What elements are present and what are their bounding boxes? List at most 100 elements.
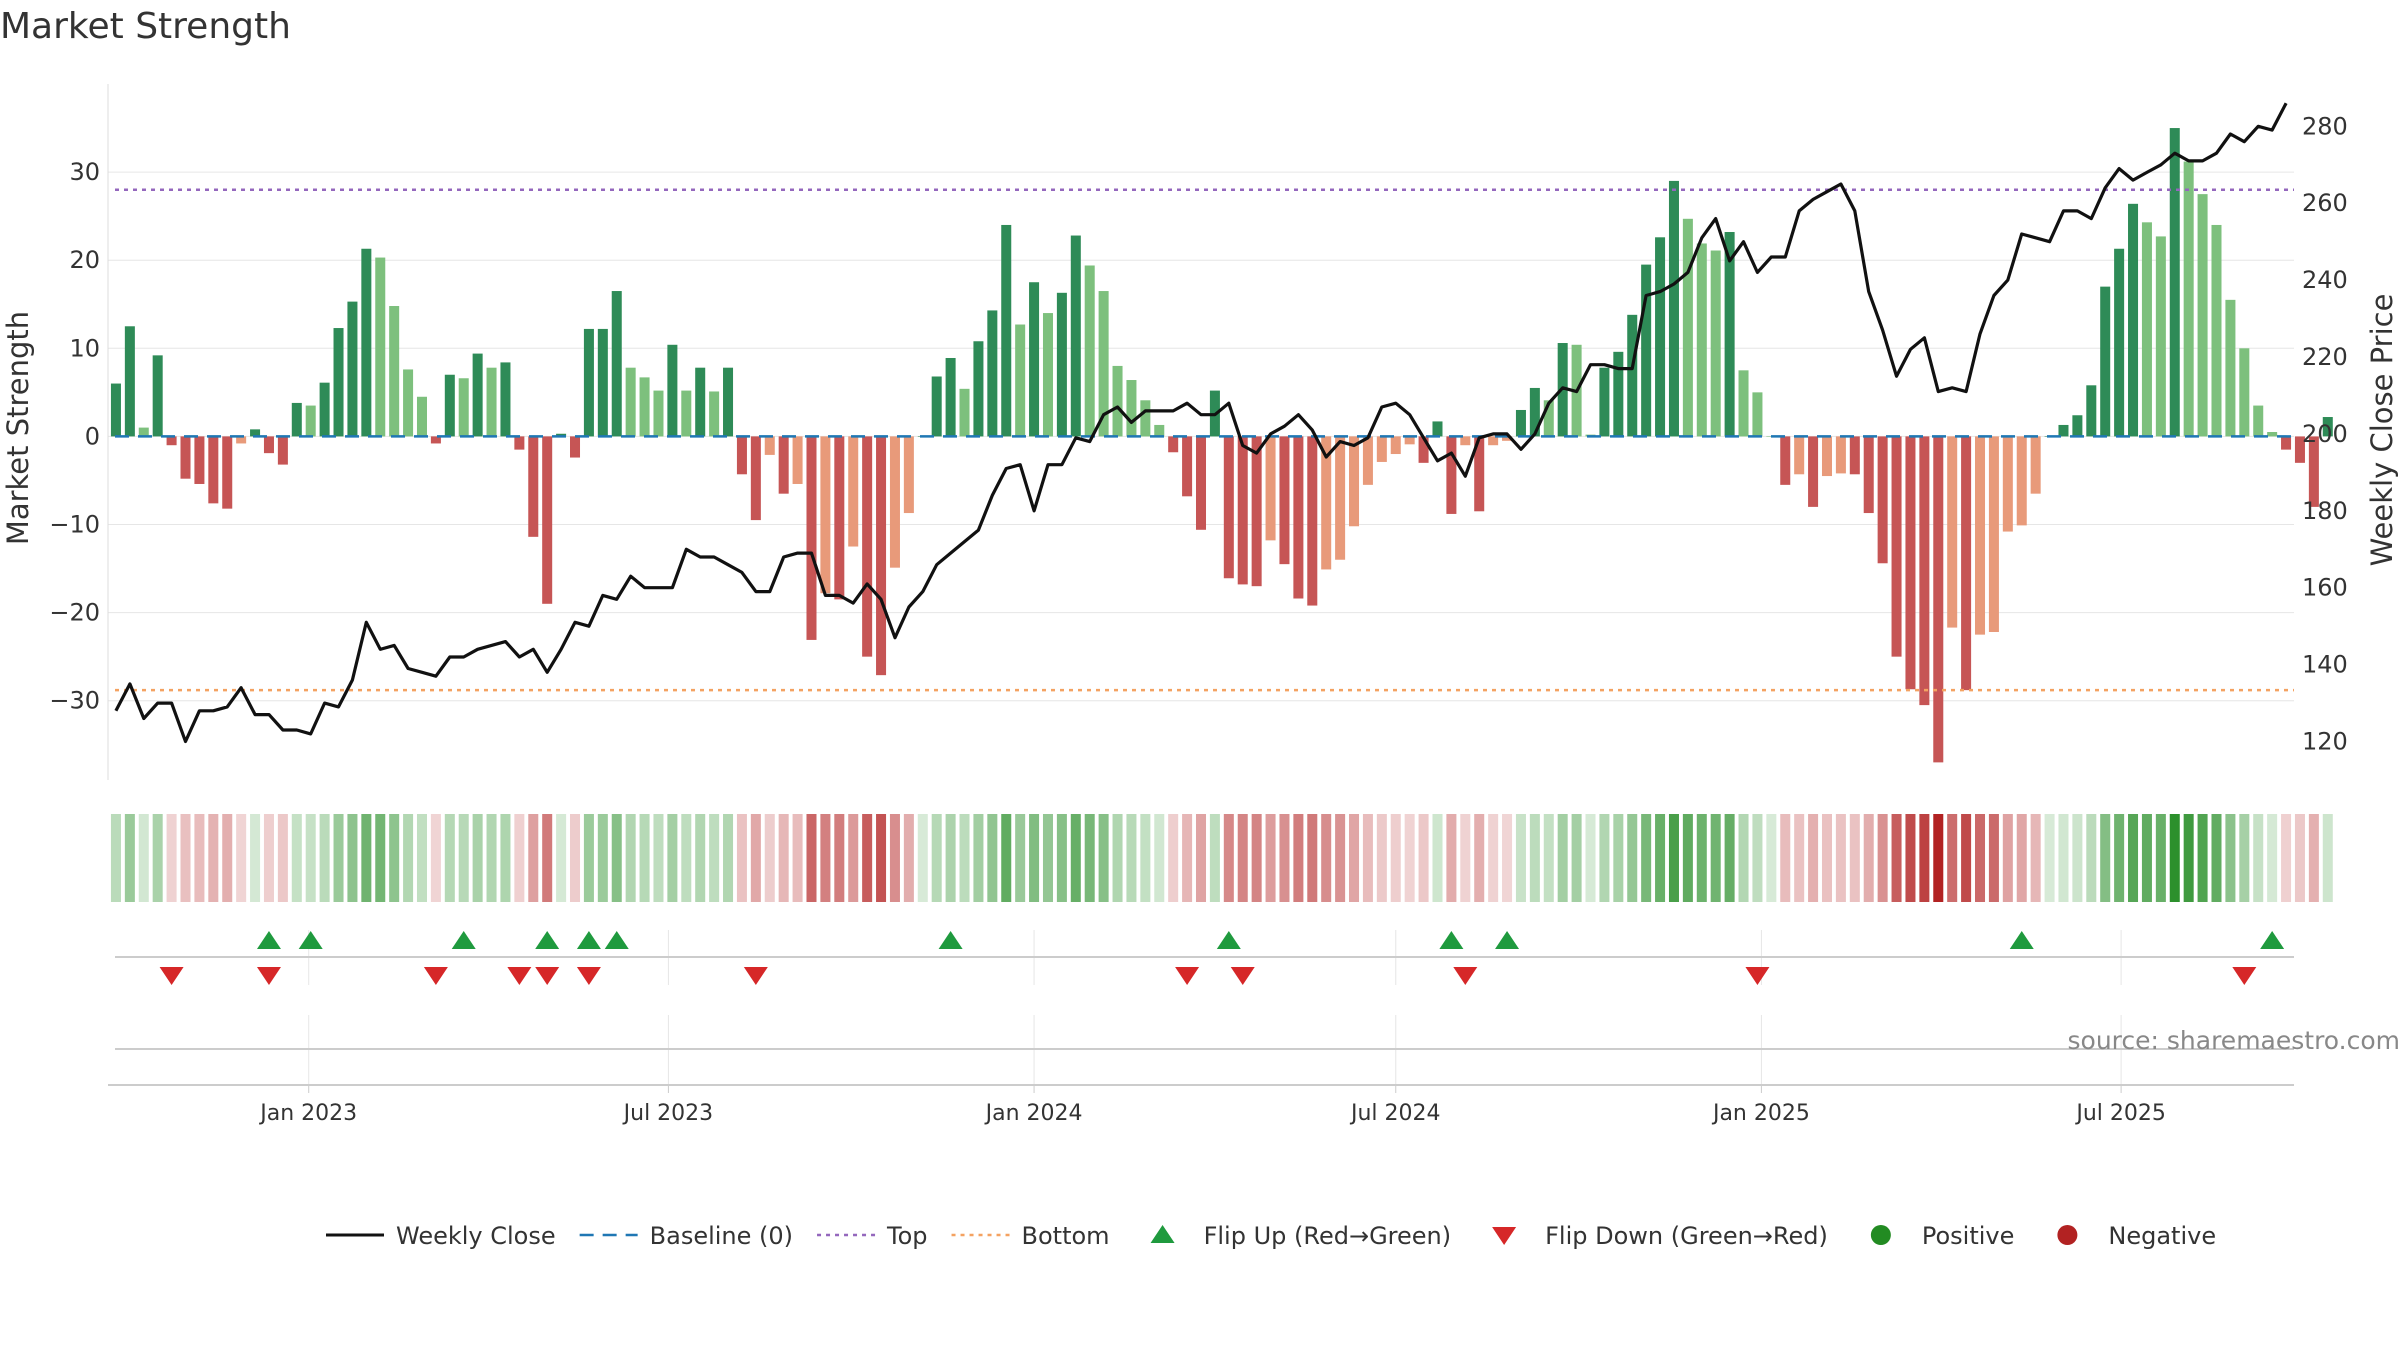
heat-strip-cell bbox=[903, 814, 914, 902]
strength-bar bbox=[1919, 436, 1930, 706]
heat-strip-cell bbox=[1863, 814, 1874, 902]
x-tick-label: Jul 2025 bbox=[2074, 1101, 2166, 1126]
heat-strip-cell bbox=[361, 814, 372, 902]
heat-strip-cell bbox=[1682, 814, 1693, 902]
strength-bar bbox=[2155, 236, 2166, 437]
flip-up-marker bbox=[1439, 931, 1464, 949]
strength-bar bbox=[1237, 436, 1248, 585]
strength-bar bbox=[2239, 348, 2250, 437]
heat-strip-cell bbox=[1975, 814, 1986, 902]
heat-strip-cell bbox=[1668, 814, 1679, 902]
strength-bar bbox=[1154, 424, 1165, 437]
strength-bar bbox=[1849, 436, 1860, 475]
heat-strip-cell bbox=[1696, 814, 1707, 902]
heat-strip-cell bbox=[1404, 814, 1415, 902]
heat-strip-cell bbox=[2308, 814, 2319, 902]
strength-bar bbox=[1627, 314, 1638, 437]
heat-strip-cell bbox=[1070, 814, 1081, 902]
heat-strip-cell bbox=[1223, 814, 1234, 902]
strength-bar bbox=[2072, 415, 2083, 437]
heat-strip-cell bbox=[416, 814, 427, 902]
strength-bar bbox=[723, 367, 734, 437]
heat-strip-cell bbox=[2267, 814, 2278, 902]
strength-bar bbox=[597, 328, 608, 437]
heat-strip-cell bbox=[375, 814, 386, 902]
heat-strip-cell bbox=[1098, 814, 1109, 902]
flip-up-marker bbox=[535, 931, 560, 949]
heat-strip-cell bbox=[1905, 814, 1916, 902]
heat-strip-cell bbox=[1710, 814, 1721, 902]
heat-strip-cell bbox=[1349, 814, 1360, 902]
strength-bar bbox=[1168, 436, 1179, 453]
strength-bar bbox=[291, 402, 302, 437]
heat-strip-cell bbox=[319, 814, 330, 902]
strength-bar bbox=[2225, 299, 2236, 437]
heat-strip-cell bbox=[1738, 814, 1749, 902]
heat-strip-cell bbox=[1849, 814, 1860, 902]
heat-strip-cell bbox=[1585, 814, 1596, 902]
flip-down-marker bbox=[1745, 967, 1770, 985]
strength-bar bbox=[1474, 436, 1485, 512]
heat-strip-cell bbox=[1237, 814, 1248, 902]
strength-bar bbox=[1655, 237, 1666, 437]
y-axis-label-left: Market Strength bbox=[1, 311, 35, 545]
strength-bar bbox=[1696, 243, 1707, 437]
strength-bar bbox=[1975, 436, 1986, 635]
heat-strip-cell bbox=[1418, 814, 1429, 902]
heat-strip-cell bbox=[2225, 814, 2236, 902]
heat-strip-cell bbox=[2072, 814, 2083, 902]
strength-bar bbox=[110, 383, 121, 437]
x-tick-label: Jul 2024 bbox=[1349, 1101, 1441, 1126]
legend-label: Top bbox=[886, 1222, 928, 1250]
strength-bar bbox=[1460, 436, 1471, 446]
heat-strip-cell bbox=[1877, 814, 1888, 902]
heat-strip-cell bbox=[166, 814, 177, 902]
heat-strip-cell bbox=[1460, 814, 1471, 902]
heat-strip-cell bbox=[848, 814, 859, 902]
strength-bar bbox=[1877, 436, 1888, 564]
heat-strip-cell bbox=[2128, 814, 2139, 902]
heat-strip-cell bbox=[291, 814, 302, 902]
legend-label: Baseline (0) bbox=[650, 1222, 793, 1250]
heat-strip-cell bbox=[750, 814, 761, 902]
heat-strip-cell bbox=[1752, 814, 1763, 902]
legend-item-baseline: Baseline (0) bbox=[579, 1222, 793, 1250]
heat-strip-cell bbox=[556, 814, 567, 902]
heat-strip-cell bbox=[611, 814, 622, 902]
legend-label: Flip Down (Green→Red) bbox=[1545, 1222, 1828, 1250]
heat-strip-cell bbox=[792, 814, 803, 902]
strength-bar bbox=[2211, 224, 2222, 437]
legend-swatch bbox=[2057, 1225, 2078, 1245]
legend-swatch bbox=[1492, 1227, 1517, 1245]
y-tick-label-right: 120 bbox=[2302, 728, 2348, 756]
heat-strip-cell bbox=[931, 814, 942, 902]
strength-bar bbox=[347, 301, 358, 437]
flip-down-marker bbox=[256, 967, 281, 985]
strength-bar bbox=[2281, 436, 2292, 450]
heat-strip-cell bbox=[973, 814, 984, 902]
y-tick-label-right: 260 bbox=[2302, 189, 2348, 217]
heat-strip-cell bbox=[514, 814, 525, 902]
strength-bar bbox=[1404, 436, 1415, 445]
strength-bar bbox=[2128, 203, 2139, 437]
strength-bar bbox=[2100, 286, 2111, 437]
strength-bar bbox=[834, 436, 845, 600]
heat-strip-cell bbox=[1933, 814, 1944, 902]
strength-bar bbox=[124, 326, 135, 437]
strength-bar bbox=[1502, 436, 1513, 441]
strength-bar bbox=[2253, 405, 2264, 437]
heat-strip-cell bbox=[1515, 814, 1526, 902]
strength-bar bbox=[1098, 291, 1109, 437]
strength-bar bbox=[764, 436, 775, 455]
strength-bar bbox=[583, 328, 594, 437]
y-tick-label-left: −10 bbox=[49, 511, 100, 539]
strength-bar bbox=[876, 436, 887, 676]
source-note: source: sharemaestro.com bbox=[2068, 1026, 2400, 1055]
heat-strip-cell bbox=[1042, 814, 1053, 902]
strength-bar bbox=[806, 436, 817, 640]
heat-strip-cell bbox=[403, 814, 414, 902]
strength-bar bbox=[709, 391, 720, 437]
heat-strip-cell bbox=[444, 814, 455, 902]
heat-strip-cell bbox=[1988, 814, 1999, 902]
strength-bar bbox=[556, 433, 567, 437]
